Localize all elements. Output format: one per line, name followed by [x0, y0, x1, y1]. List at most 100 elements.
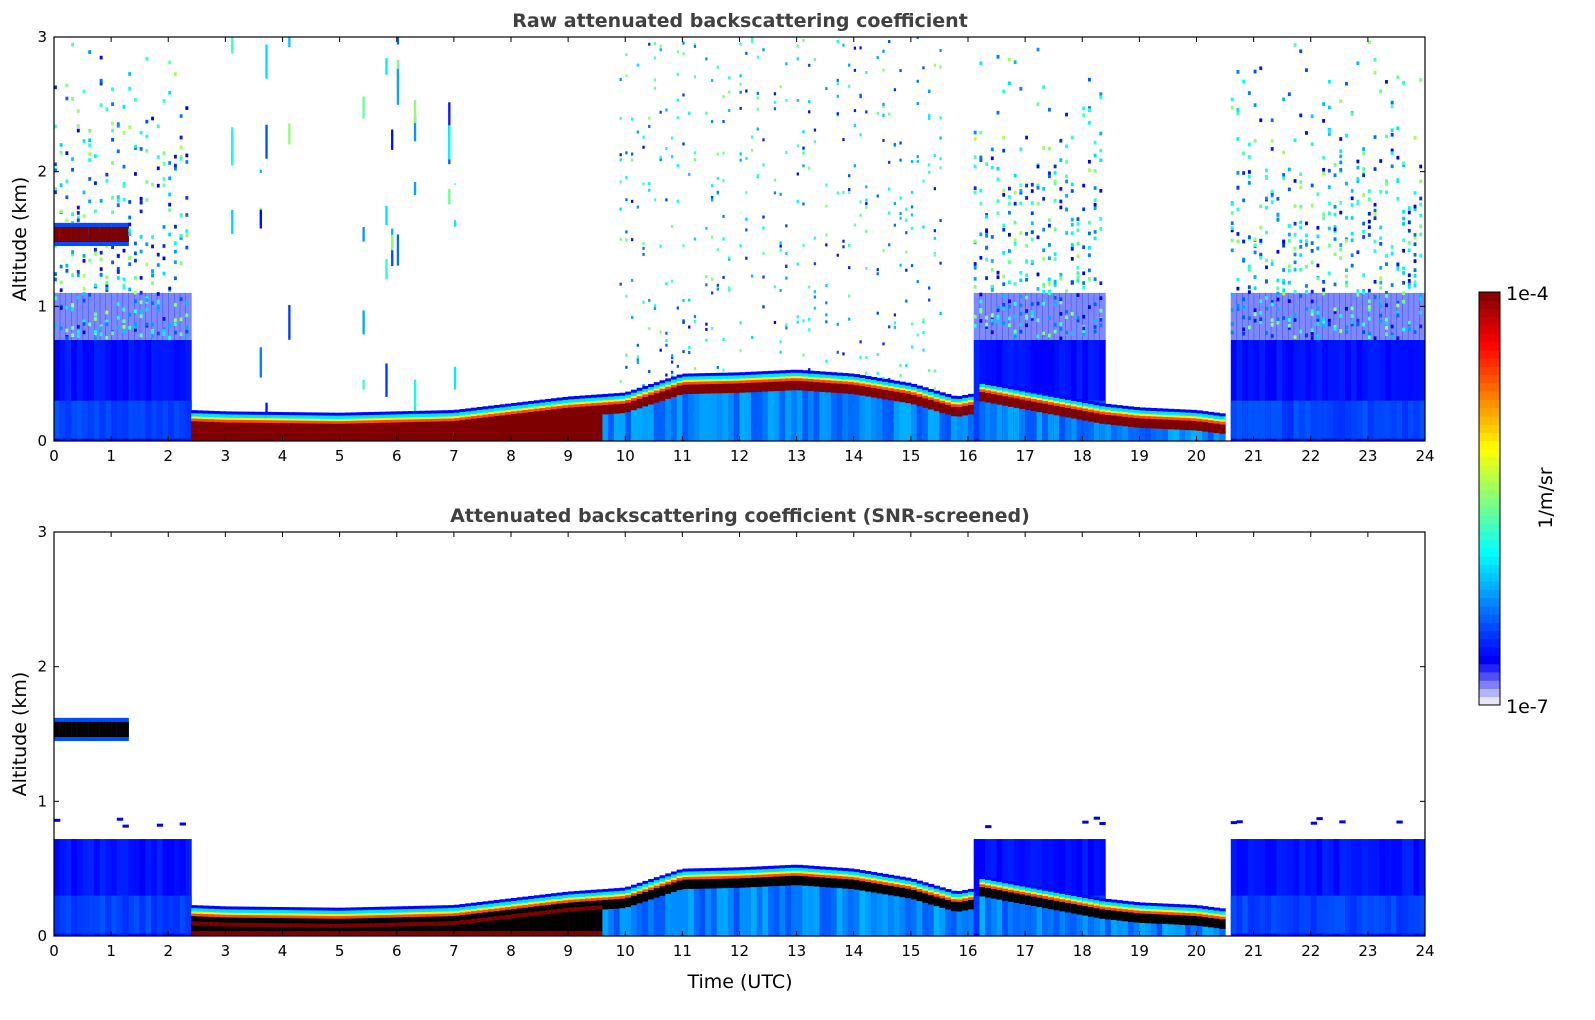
noise-pixel [1385, 190, 1388, 195]
aerosol-layer-edge [996, 885, 1003, 888]
noise-pixel [1316, 322, 1320, 326]
noise-pixel [670, 360, 674, 364]
aerosol-layer-edge [1053, 892, 1060, 897]
noise-pixel [179, 145, 183, 150]
noise-pixel [128, 215, 132, 220]
aerosol-layer-edge [1110, 907, 1118, 911]
noise-pixel [888, 243, 891, 247]
noise-pixel [1293, 267, 1297, 272]
aerosol-layer-edge [985, 388, 992, 391]
noise-pixel [1013, 314, 1017, 319]
aerosol-layer-cell [693, 885, 701, 936]
aerosol-layer-edge [1196, 418, 1203, 422]
noise-pixel [762, 251, 765, 255]
noise-pixel [642, 182, 645, 186]
aerosol-layer-core [1207, 422, 1215, 433]
aerosol-layer-core [225, 422, 232, 441]
background-aerosol-cell [139, 400, 146, 439]
aerosol-layer-core [1139, 913, 1146, 923]
noise-pixel [93, 312, 97, 317]
noise-pixel [385, 259, 388, 280]
noise-pixel [162, 177, 166, 181]
noise-pixel [1350, 189, 1354, 193]
aerosol-layer-edge [471, 407, 478, 411]
aerosol-layer-edge [596, 889, 603, 893]
aerosol-layer-edge [653, 382, 661, 386]
background-aerosol-cell [1082, 839, 1089, 936]
aerosol-layer-edge [1093, 410, 1100, 414]
colorbar-swatch [1479, 688, 1500, 698]
aerosol-layer-edge [848, 874, 855, 877]
aerosol-layer-edge [202, 908, 209, 912]
y-tick-label: 2 [37, 658, 47, 676]
noise-pixel [71, 97, 75, 101]
aerosol-layer-edge [945, 891, 952, 896]
aerosol-layer-cell [1145, 425, 1152, 441]
aerosol-layer-edge [1087, 898, 1095, 903]
noise-pixel [876, 272, 879, 276]
noise-pixel [1002, 192, 1006, 197]
noise-cell [179, 292, 186, 341]
aerosol-layer-edge [236, 912, 244, 915]
aerosol-layer-edge [933, 893, 941, 897]
aerosol-layer-edge [802, 873, 809, 877]
aerosol-layer-edge [1156, 408, 1163, 412]
noise-pixel [1002, 306, 1006, 311]
aerosol-layer-cell [1059, 413, 1066, 441]
aerosol-layer-edge [636, 395, 643, 399]
noise-pixel [162, 99, 166, 103]
aerosol-layer-edge [968, 393, 975, 397]
aerosol-layer-edge [1025, 890, 1032, 893]
aerosol-layer-edge [613, 401, 621, 405]
aerosol-layer-edge [288, 414, 295, 419]
aerosol-layer-core [402, 926, 409, 931]
noise-pixel [82, 139, 86, 143]
background-aerosol-cell [1385, 400, 1392, 439]
noise-pixel [1356, 165, 1360, 170]
aerosol-layer-edge [676, 869, 683, 873]
aerosol-layer-edge [345, 418, 352, 421]
background-aerosol-cell [1030, 340, 1038, 441]
noise-pixel [773, 191, 777, 195]
heatmap-cells [54, 717, 1425, 936]
noise-pixel [1402, 299, 1406, 304]
aerosol-layer-edge [271, 414, 278, 419]
aerosol-layer-edge [1150, 416, 1158, 420]
noise-pixel [659, 330, 662, 334]
noise-pixel [1276, 297, 1280, 302]
background-aerosol-cell [1305, 895, 1312, 934]
aerosol-layer-edge [196, 413, 204, 417]
noise-pixel [1276, 320, 1280, 325]
aerosol-layer-edge [796, 870, 803, 874]
aerosol-layer-core [1162, 419, 1169, 430]
aerosol-layer-edge [928, 883, 935, 887]
noise-pixel [168, 286, 172, 291]
aerosol-layer-edge [219, 413, 226, 418]
aerosol-layer-edge [568, 894, 575, 898]
noise-pixel [65, 268, 69, 273]
noise-pixel [825, 233, 828, 237]
aerosol-layer-edge [482, 412, 489, 415]
aerosol-layer-cell [968, 411, 975, 441]
noise-pixel [1322, 119, 1326, 123]
noise-pixel [1385, 325, 1388, 330]
aerosol-layer-cell [756, 883, 763, 936]
noise-pixel [1082, 329, 1086, 334]
aerosol-layer-edge [345, 907, 352, 911]
noise-pixel [1322, 288, 1326, 292]
aerosol-layer-cell [876, 890, 883, 936]
aerosol-layer-cell [1139, 424, 1146, 441]
aerosol-layer-edge [779, 378, 786, 382]
aerosol-layer-core [939, 403, 946, 413]
aerosol-layer-core [436, 421, 444, 441]
noise-pixel [705, 226, 708, 230]
aerosol-layer-edge [265, 417, 272, 421]
noise-pixel [65, 195, 69, 200]
aerosol-layer-edge [1030, 893, 1038, 897]
background-aerosol-cell [1322, 839, 1329, 936]
aerosol-layer-cell [676, 392, 683, 441]
colorbar-swatch [1479, 382, 1500, 392]
aerosol-layer-edge [396, 413, 404, 418]
aerosol-layer-core [471, 922, 478, 931]
aerosol-layer-edge [1065, 399, 1072, 404]
